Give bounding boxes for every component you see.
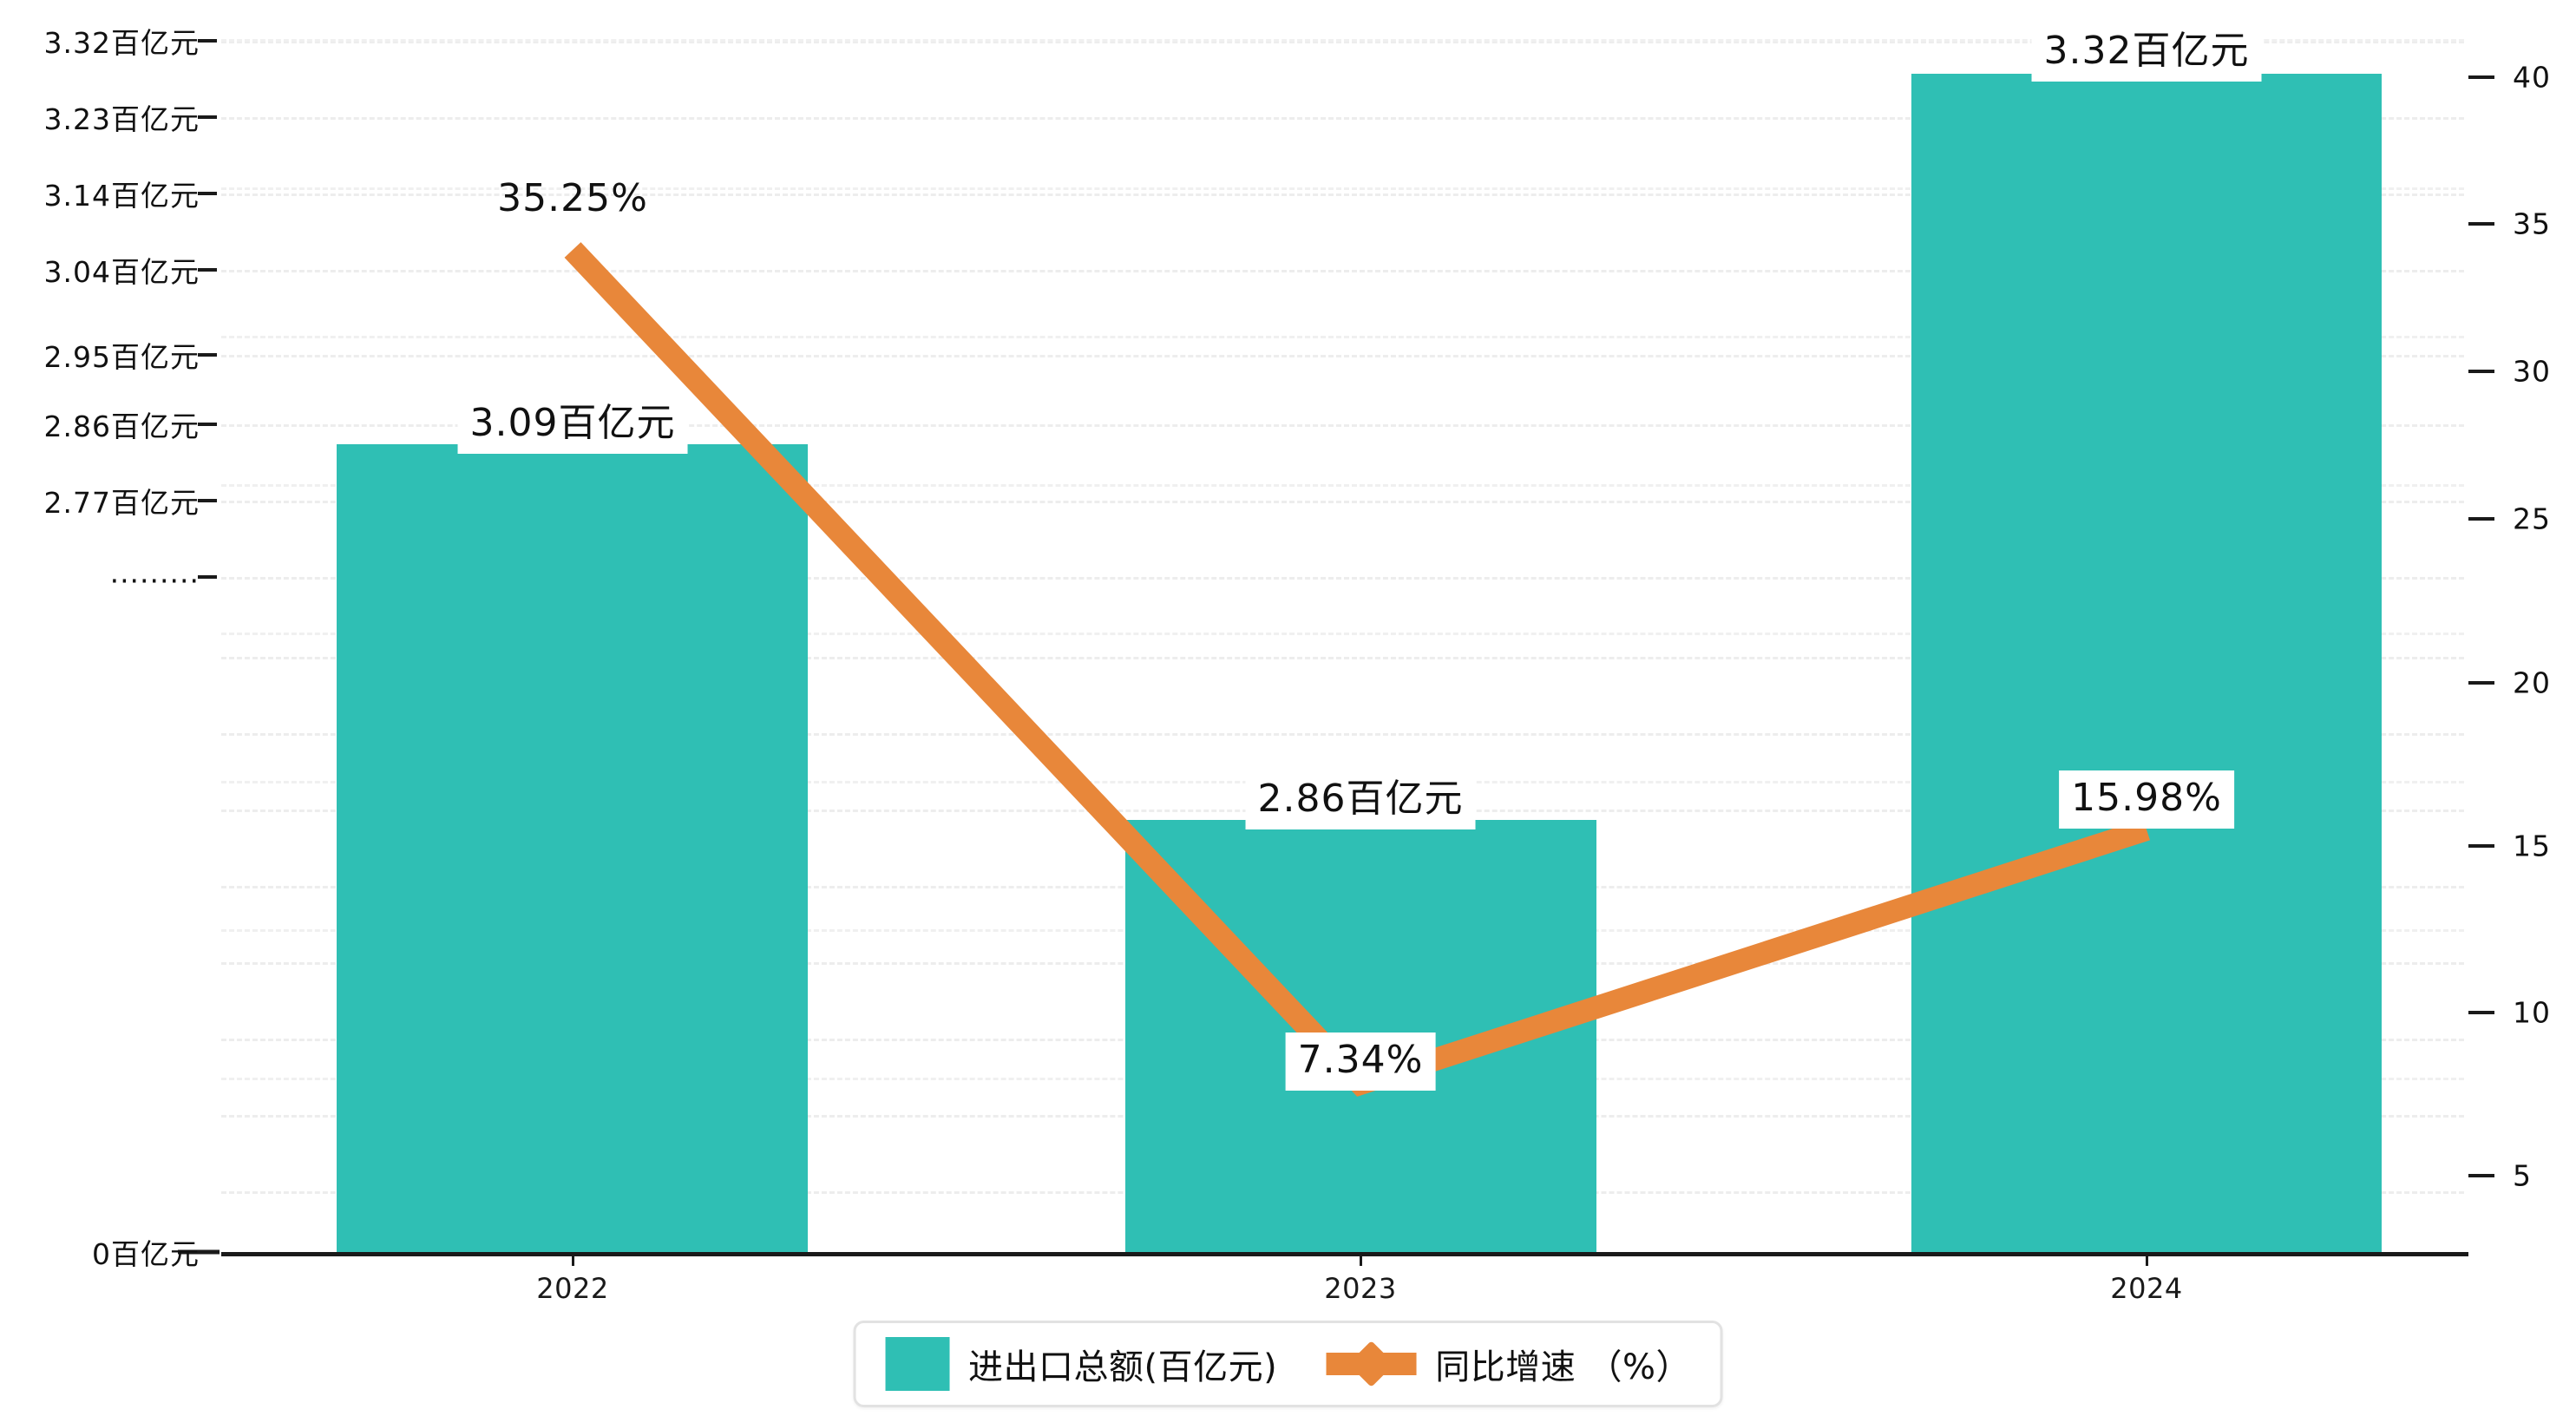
y-right-tick-label: 25: [2513, 502, 2551, 536]
y-right-tick-label: 40: [2513, 60, 2551, 95]
bar-2024[interactable]: [1911, 74, 2382, 1252]
y-left-tick-label: 3.32百亿元: [43, 26, 200, 60]
gridline-right: [221, 187, 2464, 190]
y-right-tick: [2468, 75, 2494, 79]
gridline-right: [221, 39, 2464, 42]
y-left-tick: [198, 39, 217, 43]
y-right-tick-label: 30: [2513, 354, 2551, 389]
y-left-tick-axis-break: [198, 575, 217, 579]
legend-label-growth-rate: 同比增速 （%）: [1435, 1347, 1691, 1387]
line-value-label-2023: 7.34%: [1285, 1032, 1436, 1091]
y-right-tick-label: 5: [2513, 1158, 2532, 1193]
y-left-tick: [198, 499, 217, 502]
y-left-tick-label: 2.77百亿元: [43, 486, 200, 520]
y-right-tick: [2468, 681, 2494, 685]
legend-bar-swatch-icon: [885, 1337, 950, 1391]
legend-item-import-export-total[interactable]: 进出口总额(百亿元): [885, 1337, 1277, 1391]
x-tick-2022: [572, 1252, 574, 1266]
y-right-tick: [2468, 1174, 2494, 1177]
y-right-tick: [2468, 517, 2494, 521]
legend-item-growth-rate[interactable]: 同比增速 （%）: [1326, 1339, 1691, 1389]
y-right-tick: [2468, 222, 2494, 226]
bar-value-label-2024: 3.32百亿元: [2031, 16, 2262, 82]
y-right-tick: [2468, 844, 2494, 848]
y-right-tick-label: 15: [2513, 829, 2551, 863]
y-left-tick: [198, 115, 217, 119]
bar-value-label-2023: 2.86百亿元: [1245, 764, 1476, 829]
y-left-tick-label: 3.14百亿元: [43, 179, 200, 213]
y-left-tick: [198, 353, 217, 357]
line-value-label-2024: 15.98%: [2059, 770, 2234, 829]
y-left-tick-label: 3.23百亿元: [43, 102, 200, 136]
y-left-tick-zero: [178, 1249, 220, 1255]
y-right-tick: [2468, 1011, 2494, 1014]
legend[interactable]: 进出口总额(百亿元) 同比增速 （%）: [853, 1321, 1723, 1407]
y-left-tick-label-zero: 0百亿元: [92, 1237, 200, 1271]
line-value-label-2022: 35.25%: [497, 176, 648, 220]
legend-label-import-export-total: 进出口总额(百亿元): [968, 1347, 1278, 1387]
x-tick-2023: [1360, 1252, 1362, 1266]
y-left-tick: [198, 423, 217, 426]
y-right-tick-label: 10: [2513, 995, 2551, 1030]
x-tick-label-2024: 2024: [2110, 1272, 2183, 1305]
y-left-tick-label: 2.86百亿元: [43, 410, 200, 443]
bar-2022[interactable]: [337, 444, 808, 1252]
y-left-tick-label-axis-break: .........: [109, 555, 200, 590]
y-left-tick: [198, 192, 217, 195]
y-left-tick-label: 2.95百亿元: [43, 340, 200, 374]
y-right-tick: [2468, 370, 2494, 373]
bar-value-label-2022: 3.09百亿元: [457, 388, 688, 454]
y-left-tick-label: 3.04百亿元: [43, 255, 200, 289]
y-right-tick-label: 20: [2513, 665, 2551, 700]
gridline: [221, 193, 2464, 196]
gridline: [221, 117, 2464, 120]
x-tick-label-2023: 2023: [1324, 1272, 1397, 1305]
y-right-tick-label: 35: [2513, 206, 2551, 241]
y-left-tick: [198, 268, 217, 272]
x-tick-label-2022: 2022: [536, 1272, 609, 1305]
x-tick-2024: [2146, 1252, 2148, 1266]
legend-line-diamond-icon: [1326, 1341, 1417, 1387]
x-axis-line: [221, 1252, 2468, 1256]
gridline: [221, 41, 2464, 43]
